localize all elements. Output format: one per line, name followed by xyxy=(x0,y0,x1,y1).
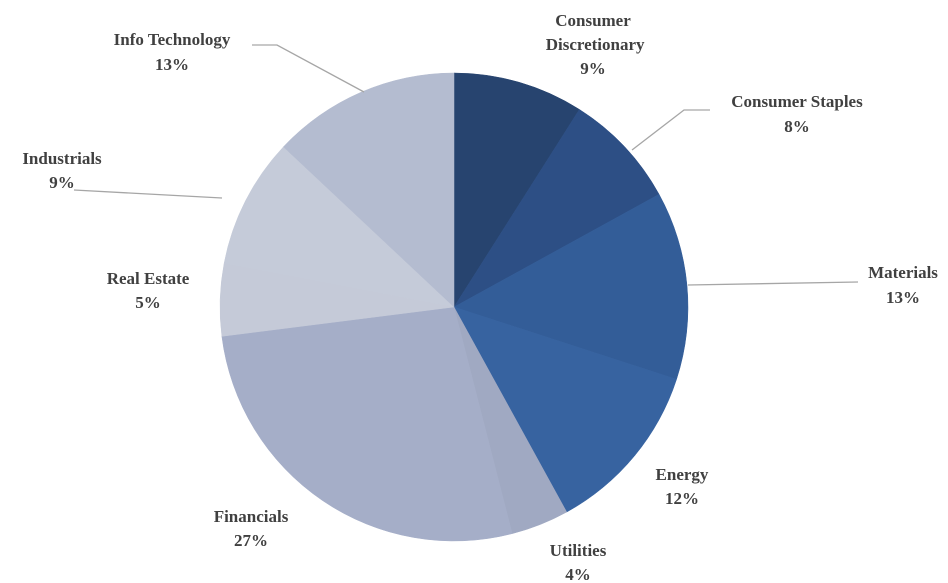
category-label: Info Technology xyxy=(114,30,231,49)
pie-slice xyxy=(221,306,513,542)
pie-slice xyxy=(223,146,455,308)
category-label: Financials xyxy=(214,507,289,526)
category-label: Consumer Staples xyxy=(731,92,863,111)
category-label: Materials xyxy=(868,263,938,282)
value-label: 8% xyxy=(784,117,810,136)
value-label: 13% xyxy=(886,288,920,307)
value-label: 4% xyxy=(565,565,591,583)
pie-slice xyxy=(453,306,677,513)
value-label: 27% xyxy=(234,531,268,550)
value-label: 12% xyxy=(665,489,699,508)
pie-slice xyxy=(453,109,660,308)
value-label: 13% xyxy=(155,55,189,74)
leader-line xyxy=(252,44,365,93)
pie-slice xyxy=(453,193,689,380)
category-label: Consumer Discretionary xyxy=(541,11,645,54)
category-label: Real Estate xyxy=(107,269,190,288)
category-label: Utilities xyxy=(550,541,607,560)
value-label: 9% xyxy=(49,173,75,192)
pie-slice xyxy=(453,72,580,308)
value-label: 9% xyxy=(580,59,606,78)
pie-slice xyxy=(283,72,455,308)
leader-line xyxy=(631,109,710,151)
leader-line xyxy=(73,189,223,199)
category-label: Energy xyxy=(656,465,709,484)
value-label: 5% xyxy=(135,293,161,312)
leader-line xyxy=(687,281,859,286)
category-label: Industrials xyxy=(22,149,102,168)
